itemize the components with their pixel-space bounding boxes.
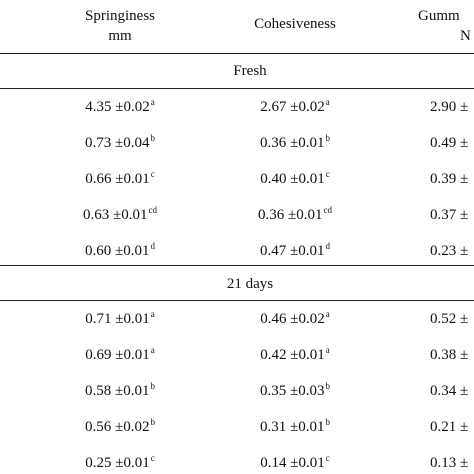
cell-value: 0.52 ±	[430, 311, 469, 327]
table-cell: 0.25 ±0.01c	[45, 454, 195, 472]
significance-letter: b	[325, 133, 330, 143]
cell-value: 0.23 ±	[430, 243, 469, 259]
table-cell: 0.14 ±0.01c	[220, 454, 370, 472]
section-rule	[0, 88, 474, 89]
table-cell: 0.21 ±	[430, 418, 468, 436]
table-cell: 2.90 ±	[430, 98, 468, 116]
cell-value: 0.25 ±0.01	[85, 455, 150, 471]
table-cell: 0.47 ±0.01d	[220, 242, 370, 260]
table-cell: 0.71 ±0.01a	[45, 310, 195, 328]
table-cell: 0.66 ±0.01c	[45, 170, 195, 188]
table-cell: 0.37 ±	[430, 206, 468, 224]
cell-value: 0.40 ±0.01	[260, 171, 325, 187]
significance-letter: b	[150, 381, 155, 391]
cell-value: 0.66 ±0.01	[85, 171, 150, 187]
header-springiness: Springiness mm	[60, 6, 180, 46]
header-unit: N	[460, 28, 471, 44]
significance-letter: cd	[323, 205, 332, 215]
table-cell: 0.40 ±0.01c	[220, 170, 370, 188]
cell-value: 0.13 ±	[430, 455, 469, 471]
table-cell: 0.13 ±	[430, 454, 468, 472]
cell-value: 0.58 ±0.01	[85, 383, 150, 399]
header-unit: mm	[108, 28, 132, 44]
header-rule	[0, 53, 474, 54]
cell-value: 0.46 ±0.02	[260, 311, 325, 327]
table-cell: 0.52 ±	[430, 310, 468, 328]
significance-letter: b	[150, 417, 155, 427]
cell-value: 0.71 ±0.01	[85, 311, 150, 327]
table-cell: 0.31 ±0.01b	[220, 418, 370, 436]
cell-value: 0.14 ±0.01	[260, 455, 325, 471]
cell-value: 0.36 ±0.01	[258, 207, 323, 223]
significance-letter: d	[325, 241, 330, 251]
header-gumminess: Gumm N	[418, 6, 474, 46]
cell-value: 0.39 ±	[430, 171, 469, 187]
significance-letter: c	[325, 453, 330, 463]
cell-value: 0.35 ±0.03	[260, 383, 325, 399]
significance-letter: a	[150, 345, 155, 355]
table-cell: 0.69 ±0.01a	[45, 346, 195, 364]
table-cell: 0.63 ±0.01cd	[45, 206, 195, 224]
table-cell: 0.38 ±	[430, 346, 468, 364]
cell-value: 0.34 ±	[430, 383, 469, 399]
table-cell: 0.56 ±0.02b	[45, 418, 195, 436]
significance-letter: a	[325, 309, 330, 319]
table-cell: 0.42 ±0.01a	[220, 346, 370, 364]
significance-letter: a	[150, 97, 155, 107]
table-cell: 0.23 ±	[430, 242, 468, 260]
header-cohesiveness: Cohesiveness	[235, 14, 355, 34]
cell-value: 2.67 ±0.02	[260, 99, 325, 115]
cell-value: 0.37 ±	[430, 207, 469, 223]
header-line: Gumm	[418, 8, 460, 24]
table-cell: 0.58 ±0.01b	[45, 382, 195, 400]
cell-value: 2.90 ±	[430, 99, 469, 115]
table-cell: 0.35 ±0.03b	[220, 382, 370, 400]
table-cell: 0.39 ±	[430, 170, 468, 188]
cell-value: 0.38 ±	[430, 347, 469, 363]
cell-value: 0.49 ±	[430, 135, 469, 151]
cell-value: 0.73 ±0.04	[85, 135, 150, 151]
cell-value: 0.42 ±0.01	[260, 347, 325, 363]
header-line: Springiness	[84, 8, 155, 24]
cell-value: 4.35 ±0.02	[85, 99, 150, 115]
table-cell: 0.73 ±0.04b	[45, 134, 195, 152]
significance-letter: b	[325, 381, 330, 391]
section-rule	[0, 300, 474, 301]
significance-letter: c	[150, 453, 155, 463]
table-cell: 0.34 ±	[430, 382, 468, 400]
significance-letter: c	[325, 169, 330, 179]
significance-letter: a	[325, 97, 330, 107]
cell-value: 0.31 ±0.01	[260, 419, 325, 435]
significance-letter: a	[150, 309, 155, 319]
table-cell: 4.35 ±0.02a	[45, 98, 195, 116]
section-title-fresh: Fresh	[233, 63, 267, 79]
header-line: Cohesiveness	[254, 16, 336, 32]
table-cell: 2.67 ±0.02a	[220, 98, 370, 116]
cell-value: 0.60 ±0.01	[85, 243, 150, 259]
cell-value: 0.47 ±0.01	[260, 243, 325, 259]
table-cell: 0.60 ±0.01d	[45, 242, 195, 260]
cell-value: 0.69 ±0.01	[85, 347, 150, 363]
table-cell: 0.36 ±0.01b	[220, 134, 370, 152]
table-cell: 0.46 ±0.02a	[220, 310, 370, 328]
cell-value: 0.56 ±0.02	[85, 419, 150, 435]
significance-letter: c	[150, 169, 155, 179]
significance-letter: b	[325, 417, 330, 427]
significance-letter: cd	[148, 205, 157, 215]
cell-value: 0.36 ±0.01	[260, 135, 325, 151]
significance-letter: a	[325, 345, 330, 355]
section-rule	[0, 265, 474, 266]
significance-letter: d	[150, 241, 155, 251]
cell-value: 0.21 ±	[430, 419, 469, 435]
section-title-21-days: 21 days	[226, 276, 274, 292]
cell-value: 0.63 ±0.01	[83, 207, 148, 223]
table-cell: 0.49 ±	[430, 134, 468, 152]
significance-letter: b	[150, 133, 155, 143]
table-cell: 0.36 ±0.01cd	[220, 206, 370, 224]
